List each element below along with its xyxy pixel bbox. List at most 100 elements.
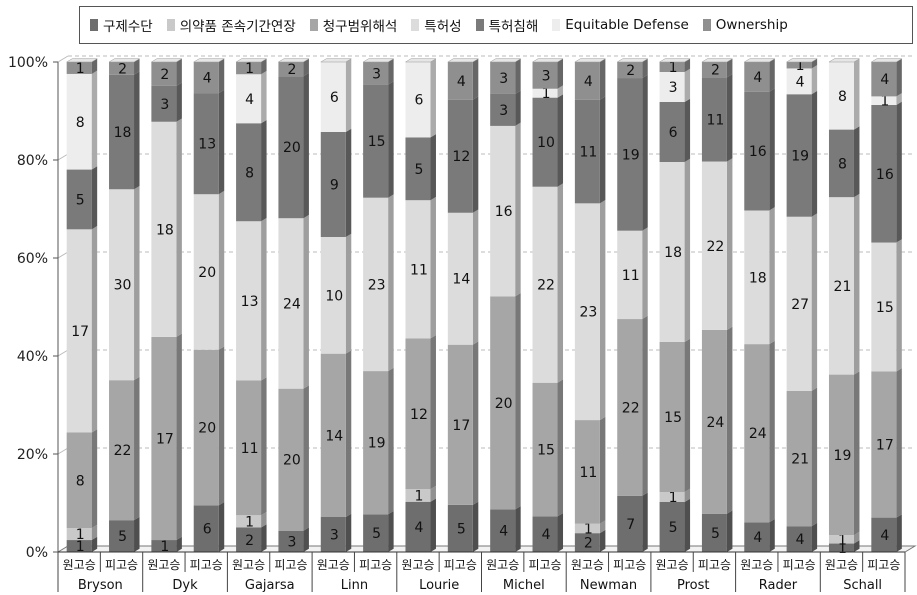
bar-value-label: 1: [838, 541, 847, 557]
bar-value-label: 19: [834, 448, 852, 464]
bar-value-label: 1: [245, 61, 254, 77]
bar-segment: [278, 218, 304, 389]
bar-segment-side: [261, 119, 267, 222]
bar-value-label: 20: [198, 265, 216, 281]
bar-segment-side: [91, 58, 98, 74]
bar-segment-side: [91, 524, 98, 541]
bar-value-label: 15: [876, 300, 894, 316]
bar-value-label: 10: [325, 288, 343, 304]
bar-segment-side: [684, 498, 691, 552]
bar-value-label: 4: [457, 74, 466, 90]
bar-segment: [193, 93, 219, 195]
gridline: [57, 349, 69, 357]
bar-segment-side: [599, 96, 606, 204]
bar-segment: [828, 197, 854, 375]
bar-segment-side: [726, 158, 733, 330]
bar-segment: [490, 125, 516, 297]
bar-value-label: 2: [160, 67, 169, 83]
bar-segment-side: [853, 540, 860, 552]
bar-value-label: 22: [537, 278, 555, 294]
bar-value-label: 8: [76, 473, 85, 489]
x-sublabel: 원고승: [656, 558, 689, 572]
bar-value-label: 5: [372, 526, 381, 542]
x-sublabel: 원고승: [571, 558, 604, 572]
bar-segment: [659, 502, 685, 552]
bar-value-label: 6: [669, 125, 678, 141]
bar-value-label: 4: [753, 70, 762, 86]
legend-swatch: [475, 19, 484, 31]
bar-segment-side: [472, 501, 479, 552]
gridline: [57, 55, 69, 63]
bar-segment: [236, 123, 262, 222]
bar-segment-side: [811, 58, 818, 69]
bar-value-label: 4: [753, 530, 762, 546]
bar-value-label: 2: [287, 62, 296, 78]
x-group-label: Gajarsa: [245, 578, 295, 593]
legend-label: 청구범위해석: [322, 19, 398, 35]
bar-value-label: 13: [198, 137, 216, 153]
bar-segment-side: [134, 58, 140, 75]
bar-segment: [236, 527, 262, 552]
bar-top-cap: [828, 58, 861, 63]
bar-segment: [659, 342, 685, 492]
bar-segment: [617, 78, 643, 231]
bar-segment: [532, 62, 558, 89]
bar-value-label: 2: [245, 533, 254, 549]
x-sublabel: 원고승: [486, 558, 519, 572]
bar-segment-side: [91, 226, 98, 433]
bar-segment: [828, 535, 854, 544]
bar-value-label: 1: [415, 488, 424, 504]
y-tick-label: 60%: [17, 251, 48, 267]
bar-segment: [871, 371, 897, 518]
bar-segment: [490, 296, 516, 510]
bar-segment: [574, 62, 600, 100]
bar-segment-side: [515, 506, 521, 552]
bar-segment: [617, 62, 643, 79]
x-sublabel: 원고승: [63, 558, 96, 572]
x-group-label: Prost: [677, 578, 710, 593]
bar-segment-side: [176, 82, 182, 122]
x-sublabel: 피고승: [867, 558, 900, 572]
bar-segment: [278, 62, 304, 77]
bar-top-cap: [573, 58, 607, 63]
legend-label: 특허성: [424, 19, 462, 35]
x-sublabel: 원고승: [740, 558, 773, 572]
bar-value-label: 4: [880, 72, 889, 88]
bar-value-label: 13: [241, 294, 259, 310]
bar-segment: [151, 540, 177, 552]
bar-value-label: 11: [707, 112, 725, 128]
legend-swatch: [166, 19, 175, 31]
bar-segment: [320, 517, 346, 552]
legend-label: 특허침해: [488, 19, 539, 35]
x-sublabel: 원고승: [232, 558, 265, 572]
bar-value-label: 17: [71, 324, 89, 340]
bar-segment: [447, 212, 473, 345]
bar-segment-side: [599, 416, 606, 524]
bar-segment-side: [599, 529, 606, 552]
bar-segment-side: [599, 200, 606, 421]
bar-segment: [532, 382, 558, 517]
bar-value-label: 12: [452, 149, 470, 165]
bar-segment-side: [134, 376, 140, 521]
bar-segment: [828, 129, 854, 198]
bar-top-cap: [192, 58, 226, 63]
bar-value-label: 3: [542, 68, 551, 84]
bar-segment-side: [303, 214, 309, 389]
bar-segment-side: [345, 128, 352, 237]
bar-value-label: 19: [622, 147, 640, 163]
bar-segment: [786, 390, 812, 527]
bar-value-label: 10: [537, 135, 555, 151]
bar-value-label: 2: [118, 61, 127, 77]
bar-value-label: 11: [410, 262, 428, 278]
bar-top-cap: [65, 58, 99, 63]
bar-segment: [744, 210, 770, 345]
bar-value-label: 1: [542, 86, 551, 102]
legend-item: 특허성: [411, 15, 462, 35]
bar-value-label: 3: [160, 97, 169, 113]
x-group-label: Bryson: [78, 578, 123, 593]
bar-top-cap: [277, 58, 310, 63]
bar-segment-side: [599, 58, 606, 100]
bar-segment: [278, 388, 304, 531]
y-tick-label: 40%: [17, 349, 48, 365]
bar-segment: [871, 96, 897, 105]
